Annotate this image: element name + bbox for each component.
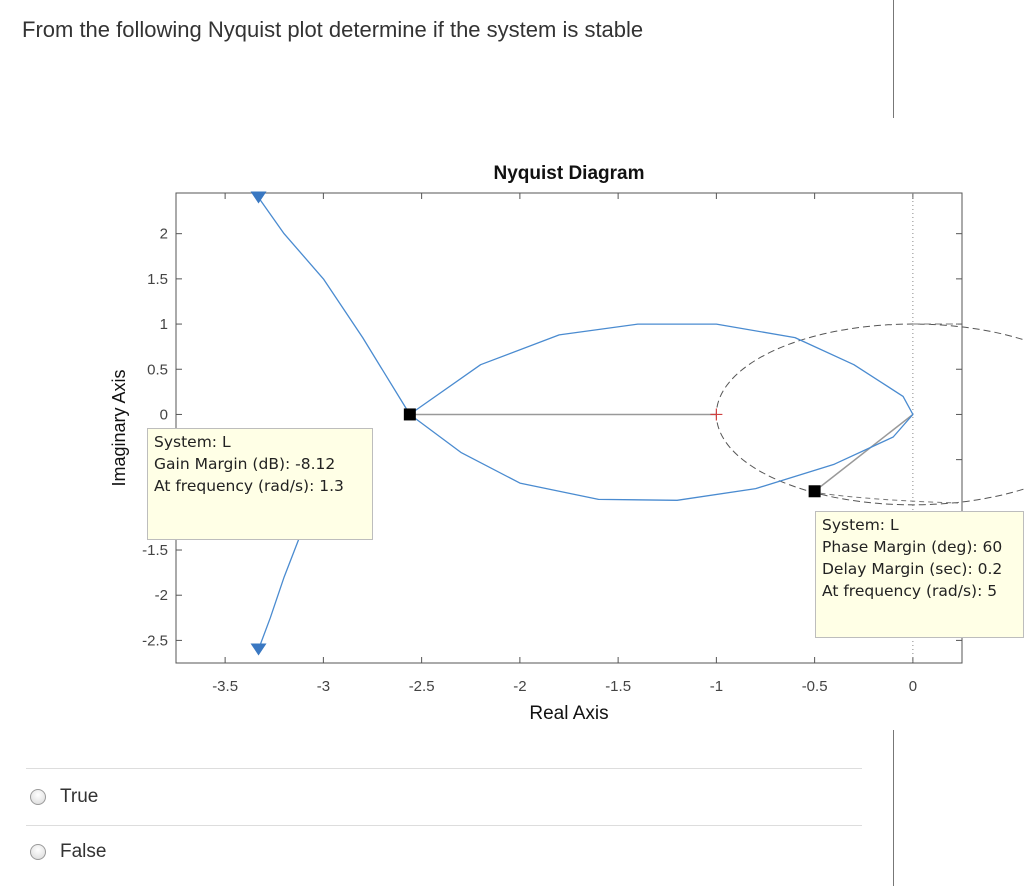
y-axis-label: Imaginary Axis xyxy=(109,369,129,486)
nyquist-curve-1 xyxy=(257,197,914,501)
y-tick-label: 1.5 xyxy=(147,271,168,288)
option-separator xyxy=(26,768,862,769)
gain-margin-point xyxy=(403,408,416,421)
datatip-line: System: L xyxy=(154,433,231,451)
x-axis-label: Real Axis xyxy=(529,703,608,724)
datatip-line: Delay Margin (sec): 0.2 xyxy=(822,560,1003,578)
datatip-line: At frequency (rad/s): 5 xyxy=(822,582,998,600)
critical-point-marker xyxy=(710,408,723,421)
y-tick-label: -1.5 xyxy=(142,542,168,559)
radio-button-false[interactable] xyxy=(30,844,46,860)
right-divider-top xyxy=(893,0,894,118)
phase-margin-point xyxy=(808,485,821,498)
x-tick-label: -2.5 xyxy=(409,678,435,695)
x-tick-label: 0 xyxy=(909,678,917,695)
y-tick-label: -2 xyxy=(155,587,168,604)
datatip-line: System: L xyxy=(822,516,899,534)
y-tick-label: 0.5 xyxy=(147,361,168,378)
x-tick-label: -1.5 xyxy=(605,678,631,695)
gain-margin-datatip: System: L Gain Margin (dB): -8.12 At fre… xyxy=(147,428,373,540)
x-tick-label: -3.5 xyxy=(212,678,238,695)
datatip-line: Gain Margin (dB): -8.12 xyxy=(154,455,336,473)
x-tick-label: -1 xyxy=(710,678,723,695)
radio-button-true[interactable] xyxy=(30,789,46,805)
unit-circle-extension xyxy=(820,492,959,504)
x-tick-label: -2 xyxy=(513,678,526,695)
option-true[interactable]: True xyxy=(30,786,98,808)
phase-margin-line xyxy=(814,413,914,492)
y-tick-label: 2 xyxy=(160,226,168,243)
option-false[interactable]: False xyxy=(30,841,106,863)
chart-title: Nyquist Diagram xyxy=(494,163,645,184)
option-separator xyxy=(26,825,862,826)
question-text: From the following Nyquist plot determin… xyxy=(22,17,644,42)
y-tick-label: 0 xyxy=(160,406,168,423)
y-tick-label: -2.5 xyxy=(142,632,168,649)
datatip-line: At frequency (rad/s): 1.3 xyxy=(154,477,344,495)
direction-arrow xyxy=(250,191,267,204)
option-label: False xyxy=(60,841,107,862)
datatip-line: Phase Margin (deg): 60 xyxy=(822,538,1003,556)
phase-margin-datatip: System: L Phase Margin (deg): 60 Delay M… xyxy=(815,511,1024,638)
option-label: True xyxy=(60,786,99,807)
direction-arrow xyxy=(250,643,267,656)
x-tick-label: -0.5 xyxy=(802,678,828,695)
right-divider-bottom xyxy=(893,730,894,886)
x-tick-label: -3 xyxy=(317,678,330,695)
y-tick-label: 1 xyxy=(160,316,168,333)
